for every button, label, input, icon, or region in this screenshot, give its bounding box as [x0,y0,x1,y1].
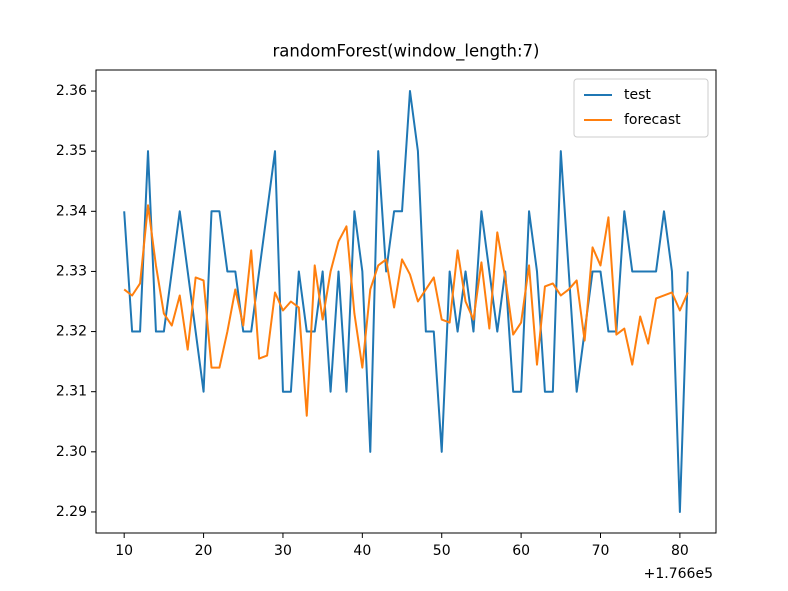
x-tick-label: 70 [592,543,610,559]
y-tick-label: 2.29 [56,504,87,520]
y-tick-label: 2.31 [56,384,87,400]
y-tick-label: 2.30 [56,444,87,460]
x-tick-label: 10 [115,543,133,559]
y-tick-label: 2.34 [56,203,87,219]
x-tick-label: 30 [274,543,292,559]
x-tick-label: 80 [671,543,689,559]
plot-frame [95,69,717,534]
y-tick-label: 2.36 [56,83,87,99]
legend-box [573,78,709,138]
x-tick-label: 20 [195,543,213,559]
x-tick-label: 60 [512,543,530,559]
y-tick-label: 2.35 [56,143,87,159]
legend-label: forecast [624,112,681,128]
chart-title: randomForest(window_length:7) [272,42,539,62]
y-tick-label: 2.32 [56,324,87,340]
line-series [123,204,689,417]
line-series [123,90,689,513]
legend-label: test [624,87,651,103]
x-offset-label: +1.766e5 [644,566,713,582]
y-tick-label: 2.33 [56,263,87,279]
x-tick-label: 50 [433,543,451,559]
x-tick-label: 40 [353,543,371,559]
